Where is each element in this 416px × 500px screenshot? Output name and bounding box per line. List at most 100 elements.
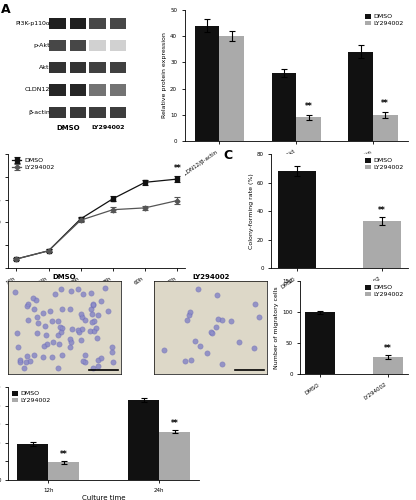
Point [20,364,27,372]
Point [82,316,89,324]
Point [208,328,215,336]
Point [235,338,242,345]
Text: PI3K-p110α: PI3K-p110α [15,20,50,25]
Point [90,317,97,325]
Point [67,338,74,345]
Text: **: ** [384,344,391,353]
Legend: DMSO, LY294002: DMSO, LY294002 [12,390,52,404]
Text: **: ** [379,206,386,216]
Legend: DMSO, LY294002: DMSO, LY294002 [364,284,404,298]
Point [67,304,74,312]
Point [59,305,66,313]
Point [86,328,93,336]
Point [184,316,191,324]
Point [56,324,63,332]
Point [97,354,104,362]
Point [109,343,116,351]
Point [80,357,87,365]
Point [219,316,225,324]
Text: C: C [224,150,233,162]
Point [79,324,85,332]
Point [94,334,101,342]
Point [187,308,193,316]
Point [48,352,55,360]
Legend: DMSO, LY294002: DMSO, LY294002 [364,157,404,170]
Point [219,316,225,324]
Point [213,322,220,330]
Point [24,302,30,310]
Bar [48,462,79,480]
Point [79,324,85,332]
Text: Akt: Akt [40,65,50,70]
Point [76,328,83,336]
FancyBboxPatch shape [70,62,87,73]
Point [30,294,37,302]
FancyBboxPatch shape [70,84,87,96]
Point [34,329,40,337]
Point [30,306,37,314]
FancyBboxPatch shape [49,40,66,51]
Point [17,356,23,364]
Point [82,358,88,366]
Point [17,356,23,364]
Point [57,285,64,293]
Point [30,294,37,302]
Text: **: ** [60,450,67,459]
Bar [17,444,48,480]
Point [186,310,192,318]
Text: **: ** [305,102,312,111]
Point [109,348,115,356]
Legend: DMSO, LY294002: DMSO, LY294002 [12,157,55,170]
Point [78,310,84,318]
Point [90,301,97,309]
Text: LY294002: LY294002 [91,126,125,130]
Point [47,307,53,315]
Point [78,336,85,344]
Point [52,290,59,298]
Bar [363,221,401,268]
Point [42,322,48,330]
Point [188,356,195,364]
Point [47,307,53,315]
Point [75,326,82,334]
Point [55,364,62,372]
Point [17,358,24,366]
Point [88,305,94,313]
Point [50,338,57,346]
Text: p-Akt: p-Akt [33,43,50,48]
FancyBboxPatch shape [70,40,87,51]
Point [89,300,96,308]
Point [58,324,65,332]
Point [188,356,195,364]
Point [67,335,74,343]
Point [24,352,30,360]
Point [90,364,97,372]
Point [32,296,39,304]
Point [40,354,47,362]
Point [94,334,101,342]
Point [252,300,258,308]
Point [42,330,49,338]
Point [92,324,99,332]
Bar [220,36,244,141]
FancyBboxPatch shape [89,40,106,51]
Point [192,336,199,344]
Point [44,340,50,348]
Point [31,351,37,359]
Point [44,340,50,348]
Bar [128,400,159,480]
Point [80,357,87,365]
Point [40,342,47,350]
Point [52,290,59,298]
Point [55,364,62,372]
Point [208,329,215,337]
FancyBboxPatch shape [89,106,106,118]
Point [97,354,104,362]
Point [34,312,40,320]
Text: **: ** [381,99,389,108]
Y-axis label: Relative protein expression: Relative protein expression [162,32,167,118]
Bar [159,432,190,480]
Point [196,342,203,350]
Point [20,364,27,372]
Point [218,360,225,368]
